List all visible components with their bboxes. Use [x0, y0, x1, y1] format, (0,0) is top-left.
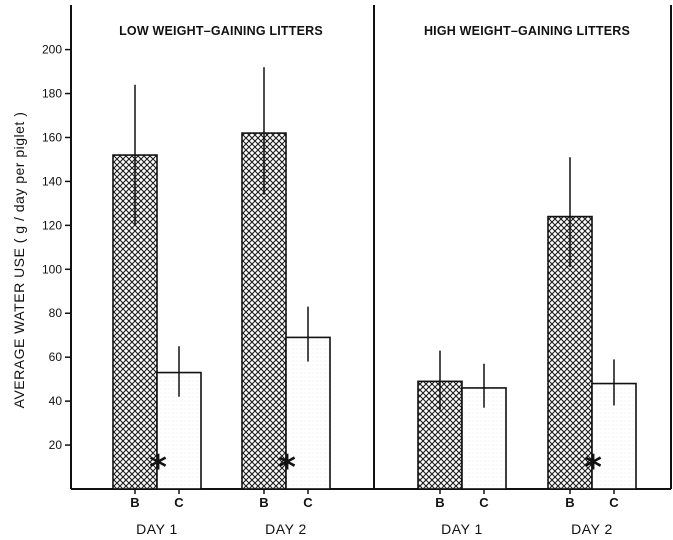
day-label: DAY 2	[265, 521, 307, 537]
y-tick-label: 40	[49, 394, 63, 408]
significance-asterisk: *	[278, 448, 296, 488]
y-tick-label: 80	[49, 306, 63, 320]
panel-title: HIGH WEIGHT–GAINING LITTERS	[424, 24, 630, 38]
panel: LOW WEIGHT–GAINING LITTERS B C * DAY 1 B C * DAY…	[112, 24, 331, 537]
bar-category-label: B	[435, 495, 444, 510]
day-label: DAY 2	[571, 521, 613, 537]
bar-category-label: C	[303, 495, 313, 510]
bar-category-label: B	[565, 495, 574, 510]
day-group: B C * DAY 2	[241, 67, 331, 537]
y-tick-label: 120	[42, 218, 62, 232]
y-tick-label: 160	[42, 130, 62, 144]
day-group: B C * DAY 2	[547, 157, 637, 537]
panel: HIGH WEIGHT–GAINING LITTERS B C DAY 1 B C * DAY…	[417, 24, 637, 537]
y-tick-label: 100	[42, 262, 62, 276]
y-tick-label: 180	[42, 87, 62, 101]
bar-category-label: B	[130, 495, 139, 510]
y-tick-label: 20	[49, 438, 63, 452]
bar-category-label: B	[259, 495, 268, 510]
y-tick-label: 200	[42, 43, 62, 57]
bar-category-label: C	[174, 495, 184, 510]
day-label: DAY 1	[441, 521, 483, 537]
y-tick-label: 60	[49, 350, 63, 364]
significance-asterisk: *	[149, 448, 167, 488]
bar-category-label: C	[479, 495, 489, 510]
y-axis: 20 40 60 80 100 120 140 160 180 200	[42, 43, 71, 452]
y-axis-label: AVERAGE WATER USE ( g / day per piglet )	[11, 112, 27, 409]
bar-c	[285, 336, 331, 490]
day-label: DAY 1	[136, 521, 178, 537]
panels: LOW WEIGHT–GAINING LITTERS B C * DAY 1 B C * DAY…	[112, 24, 637, 537]
y-tick-label: 140	[42, 174, 62, 188]
day-group: B C * DAY 1	[112, 84, 202, 537]
significance-asterisk: *	[584, 448, 602, 488]
bar-category-label: C	[609, 495, 619, 510]
panel-title: LOW WEIGHT–GAINING LITTERS	[119, 24, 323, 38]
day-group: B C DAY 1	[417, 350, 507, 537]
